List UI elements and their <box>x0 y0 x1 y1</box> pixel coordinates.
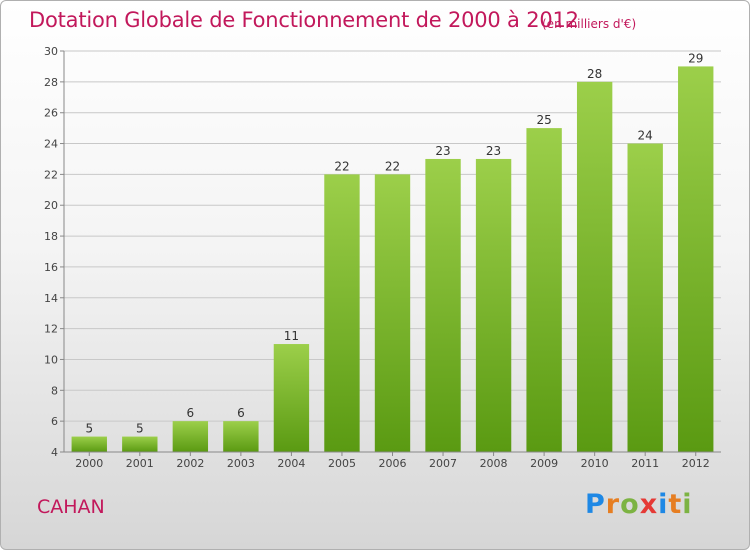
bar-value-label: 22 <box>385 159 400 173</box>
bar-value-label: 11 <box>284 329 299 343</box>
bar <box>627 143 663 453</box>
y-tick-label: 28 <box>44 76 58 89</box>
x-tick-label: 2008 <box>480 457 508 470</box>
x-tick-label: 2000 <box>75 457 103 470</box>
x-tick-label: 2004 <box>277 457 305 470</box>
bar-value-label: 24 <box>638 129 653 143</box>
bar <box>475 158 512 452</box>
y-tick-label: 14 <box>44 292 58 305</box>
y-tick-label: 30 <box>44 45 58 58</box>
bar <box>374 174 411 452</box>
logo-letter: P <box>585 489 606 520</box>
x-tick-label: 2009 <box>530 457 558 470</box>
bar <box>273 344 310 452</box>
bar <box>576 81 613 452</box>
axes: 4 6 8 10 12 14 16 18 20 22 24 26 28 30 2000 2001 2002 200… <box>44 45 721 470</box>
proxiti-logo: Proxiti <box>585 489 693 520</box>
bar-value-label: 6 <box>187 406 195 420</box>
x-tick-label: 2002 <box>176 457 204 470</box>
y-tick-label: 12 <box>44 323 58 336</box>
chart-title: Dotation Globale de Fonctionnement de 20… <box>29 8 579 32</box>
bar <box>71 436 107 452</box>
bar <box>122 436 158 452</box>
logo-letter: i <box>658 489 669 520</box>
bar <box>172 421 209 452</box>
bar <box>526 128 562 452</box>
logo-letter: o <box>620 489 640 520</box>
commune-name: CAHAN <box>37 496 105 518</box>
logo-letter: i <box>682 489 693 520</box>
bar-value-label: 23 <box>486 144 501 158</box>
bar <box>425 158 461 452</box>
x-tick-label: 2011 <box>631 457 659 470</box>
bar-value-label: 6 <box>237 406 245 420</box>
bar-value-label: 5 <box>85 422 93 436</box>
x-tick-label: 2006 <box>379 457 407 470</box>
bar-value-label: 29 <box>688 51 703 65</box>
bar-value-label: 28 <box>587 67 602 81</box>
y-tick-label: 22 <box>44 168 58 181</box>
logo-letter: t <box>668 489 683 520</box>
y-tick-label: 8 <box>51 384 58 397</box>
x-tick-label: 2012 <box>682 457 710 470</box>
y-tick-label: 10 <box>44 353 58 366</box>
y-tick-label: 16 <box>44 261 58 274</box>
x-tick-label: 2003 <box>227 457 255 470</box>
bar-value-label: 5 <box>136 422 144 436</box>
bar-value-label: 22 <box>334 159 349 173</box>
x-tick-label: 2005 <box>328 457 356 470</box>
logo-letter: x <box>639 489 659 520</box>
y-tick-label: 24 <box>44 138 58 151</box>
y-tick-label: 6 <box>51 415 58 428</box>
x-tick-label: 2010 <box>581 457 609 470</box>
y-tick-label: 20 <box>44 199 58 212</box>
bar <box>324 174 360 452</box>
data-labels: 5 5 6 6 11 22 22 23 23 25 28 24 29 <box>85 51 703 435</box>
unit-label: (en milliers d'€) <box>542 17 637 31</box>
bar <box>678 66 714 452</box>
bars <box>71 66 714 453</box>
y-tick-label: 18 <box>44 230 58 243</box>
logo-letter: r <box>605 489 621 520</box>
x-tick-label: 2007 <box>429 457 457 470</box>
bar-value-label: 25 <box>536 113 551 127</box>
y-tick-label: 4 <box>51 446 58 459</box>
x-tick-label: 2001 <box>126 457 154 470</box>
y-tick-label: 26 <box>44 107 58 120</box>
bar <box>223 421 259 452</box>
bar-value-label: 23 <box>435 144 450 158</box>
